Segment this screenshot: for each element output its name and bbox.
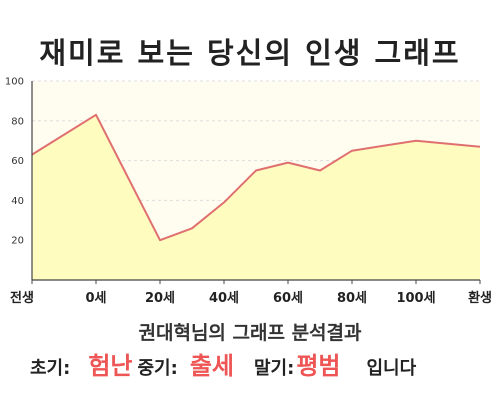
x-tick-label: 환생: [468, 290, 492, 306]
mid-label: 중기:: [137, 358, 178, 379]
series-line: [31, 113, 481, 242]
x-tick-label: 40세: [209, 291, 239, 306]
x-tick-label: 0세: [85, 291, 106, 306]
mid-value: 출세: [189, 352, 234, 380]
x-tick-label: 전생: [10, 290, 34, 306]
y-ticks: 20 40 60 80 100: [5, 77, 24, 247]
early-value: 험난: [88, 352, 133, 380]
area-fill: [32, 114, 480, 280]
ending-text: 입니다: [366, 358, 417, 379]
y-tick-label: 20: [11, 236, 24, 247]
page-title: 재미로 보는 당신의 인생 그래프: [39, 36, 461, 70]
x-ticks: 전생 0세 20세 40세 60세 80세 100세 환생: [10, 280, 492, 306]
life-chart: 20 40 60 80 100 전생 0세 20세 40세 60세 80세 100세 환생: [5, 77, 492, 307]
y-tick-label: 60: [11, 156, 24, 167]
analysis-results: 초기: 험난 중기: 출세 말기: 평범 입니다: [30, 346, 416, 382]
data-points: [31, 114, 481, 241]
x-tick-label: 80세: [337, 291, 367, 306]
y-tick-label: 40: [11, 196, 24, 207]
x-tick-label: 100세: [396, 291, 435, 306]
analysis-subtitle: 권대혁님의 그래프 분석결과: [138, 322, 362, 344]
early-label: 초기:: [30, 358, 71, 379]
x-tick-label: 60세: [273, 291, 303, 306]
late-label: 말기:: [254, 358, 295, 379]
late-value: 평범: [296, 352, 341, 380]
y-tick-label: 80: [11, 116, 24, 127]
x-tick-label: 20세: [145, 291, 175, 306]
y-tick-label: 100: [5, 77, 24, 88]
